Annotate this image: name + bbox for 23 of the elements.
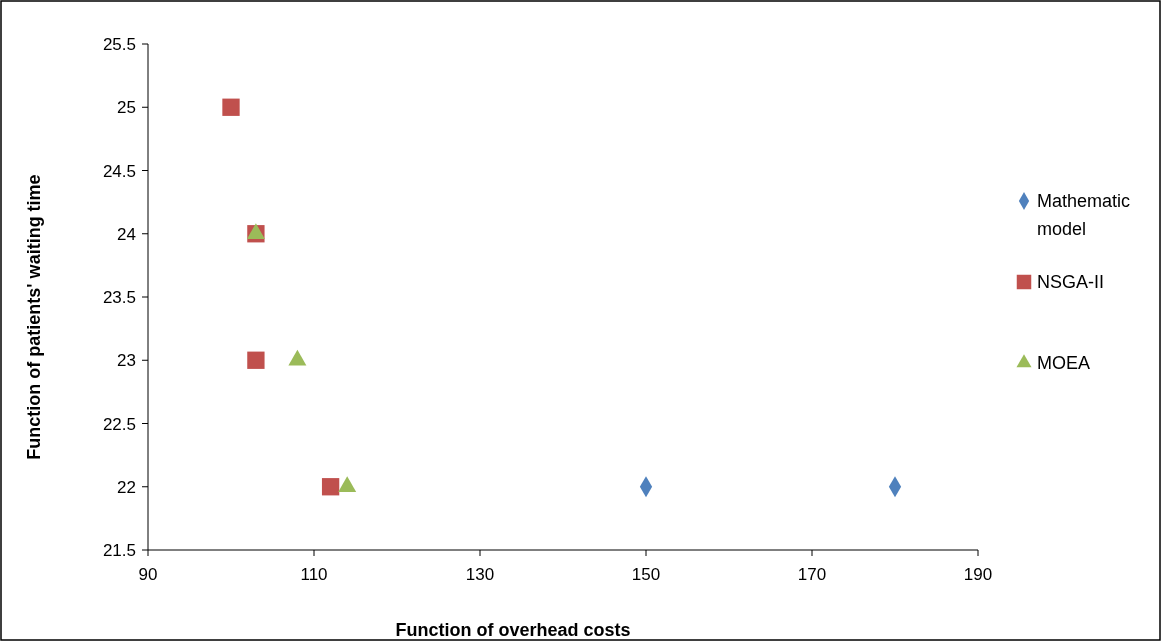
y-tick-label: 24.5 — [102, 161, 136, 181]
x-tick-label: 110 — [300, 565, 328, 584]
y-tick-label: 21.5 — [102, 541, 136, 560]
x-tick-label: 170 — [797, 565, 827, 584]
x-tick-label: 190 — [963, 565, 993, 584]
y-tick-label: 22.5 — [102, 414, 136, 434]
point — [321, 478, 340, 496]
y-tick-label: 25 — [117, 98, 136, 118]
x-tick-label: 150 — [631, 565, 661, 584]
point — [222, 98, 240, 116]
point — [247, 351, 265, 369]
legend-label: MOEA — [1037, 353, 1091, 373]
y-tick-label: 23.5 — [102, 288, 136, 307]
y-tick-label: 24 — [117, 224, 136, 244]
x-axis-title: Function of overhead costs — [395, 620, 631, 640]
legend-label: Mathematic model — [1037, 191, 1131, 239]
y-tick-label: 23 — [117, 351, 136, 371]
y-tick-label: 22 — [117, 477, 136, 497]
y-tick-label: 25.5 — [102, 35, 136, 54]
legend-label: NSGA-II — [1037, 272, 1105, 292]
x-tick-label: 130 — [465, 565, 495, 584]
y-axis-title: Function of patients' waiting time — [24, 174, 44, 460]
x-tick-label: 90 — [138, 565, 158, 584]
